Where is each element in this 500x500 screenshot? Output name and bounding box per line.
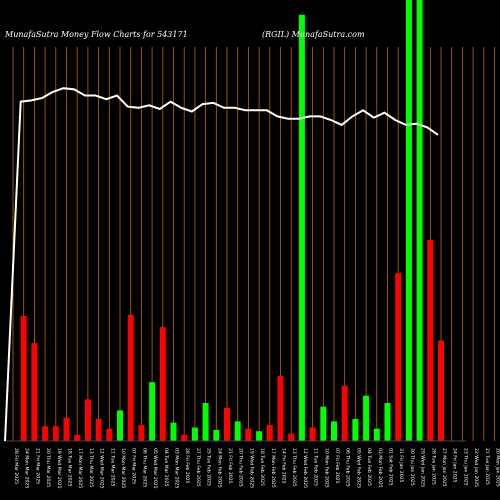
volume-bar <box>427 240 434 441</box>
volume-bar <box>234 421 241 441</box>
x-tick-label: 29 Wed Jan 2025 <box>420 448 426 487</box>
volume-bar <box>95 418 102 441</box>
volume-bar <box>181 434 188 441</box>
volume-bar <box>245 428 252 441</box>
x-tick-label: 03 Mon Mar 2025 <box>174 448 180 488</box>
x-tick-label: 27 Mon Jan 2025 <box>441 448 447 487</box>
volume-bar <box>224 407 230 441</box>
volume-bar <box>277 376 284 441</box>
volume-bar <box>20 316 27 441</box>
x-tick-label: 11 Tue Feb 2025 <box>313 448 319 486</box>
x-tick-label: 06 Thu Feb 2025 <box>345 448 351 487</box>
x-tick-label: 24 Fri Jan 2025 <box>452 448 458 483</box>
volume-bar <box>149 382 156 441</box>
x-tick-label: 20 Thu Mar 2025 <box>45 448 51 487</box>
x-tick-label: 31 Fri Jan 2025 <box>398 448 404 483</box>
volume-bar <box>170 422 177 441</box>
x-tick-label: 19 Wed Feb 2025 <box>248 448 254 488</box>
volume-bar <box>213 429 220 441</box>
volume-bar <box>298 14 305 441</box>
x-tick-label: 13 Thu Feb 2025 <box>291 448 297 487</box>
x-tick-label: 21 Tue Jan 2025 <box>484 448 490 485</box>
volume-bar <box>438 340 444 441</box>
volume-bar <box>341 385 348 441</box>
volume-bar <box>202 403 209 441</box>
volume-bar <box>352 418 359 441</box>
volume-bar <box>84 399 91 441</box>
x-axis-tick-labels: 28 Fri Mar 2025 24 Mon Mar 2025 21 Fri Mar… <box>13 448 500 489</box>
x-tick-label: 10 Mon Feb 2025 <box>323 448 329 488</box>
volume-bar <box>159 327 166 441</box>
x-tick-label: 28 Fri Mar 2025 <box>13 448 19 484</box>
volume-bar <box>266 425 273 441</box>
x-tick-label: 24 Mon Mar 2025 <box>24 448 30 488</box>
volume-bar <box>106 428 113 441</box>
x-tick-label: 10 Mon Mar 2025 <box>120 448 126 488</box>
x-tick-label: 28 Tue Jan 2025 <box>430 448 436 485</box>
volume-bar <box>320 406 327 441</box>
volume-bar <box>363 395 370 441</box>
volume-bar <box>395 273 402 441</box>
x-tick-label: 05 Wed Feb 2025 <box>355 448 361 488</box>
x-tick-label: 17 Mon Mar 2025 <box>77 448 83 488</box>
volume-bar <box>384 403 391 441</box>
x-tick-label: 04 Tue Feb 2025 <box>366 448 372 486</box>
x-tick-label: 18 Tue Feb 2025 <box>259 448 265 486</box>
x-tick-label: 28 Fri Feb 2025 <box>184 448 190 484</box>
chart-title-right: (RGIL) MunafaSutra.com <box>262 30 365 39</box>
volume-bar <box>256 431 263 441</box>
x-tick-label: 12 Wed Mar 2025 <box>99 448 105 489</box>
x-tick-label: 18 Tue Mar 2025 <box>67 448 73 487</box>
x-tick-label: 03 Mon Feb 2025 <box>377 448 383 488</box>
x-tick-label: 12 Wed Feb 2025 <box>302 448 308 488</box>
volume-bar <box>74 434 81 441</box>
x-tick-label: 07 Fri Mar 2025 <box>131 448 137 484</box>
x-tick-label: 25 Tue Feb 2025 <box>206 448 212 486</box>
volume-bar <box>405 0 412 441</box>
x-tick-label: 07 Fri Feb 2025 <box>334 448 340 484</box>
x-tick-label: 23 Thu Jan 2025 <box>462 448 468 486</box>
x-tick-label: 21 Fri Feb 2025 <box>227 448 233 484</box>
volume-bar <box>31 343 38 441</box>
volume-bar <box>373 428 380 441</box>
volume-bar <box>52 426 59 441</box>
x-tick-label: 24 Mon Feb 2025 <box>216 448 222 488</box>
volume-bar <box>138 425 145 441</box>
x-tick-label: 21 Fri Mar 2025 <box>34 448 40 484</box>
x-tick-label: 04 Tue Mar 2025 <box>163 448 169 487</box>
x-tick-label: 20 Mon Jan 2025 <box>495 448 500 487</box>
money-flow-line <box>4 87 439 442</box>
volume-bar <box>63 417 70 441</box>
x-tick-label: 14 Fri Feb 2025 <box>281 448 287 484</box>
x-tick-label: 06 Thu Mar 2025 <box>141 448 147 487</box>
x-tick-label: 01 Sat Feb 2025 <box>388 448 394 486</box>
x-tick-label: 11 Tue Mar 2025 <box>109 448 115 487</box>
x-tick-label: 30 Thu Jan 2025 <box>409 448 415 486</box>
x-tick-label: 27 Thu Feb 2025 <box>195 448 201 487</box>
volume-bar <box>309 427 316 441</box>
x-tick-label: 22 Wed Jan 2025 <box>473 448 479 487</box>
chart-title-left: MunafaSutra Money Flow Charts for 543171 <box>4 30 188 39</box>
volume-bars <box>20 0 444 441</box>
volume-bar <box>416 0 423 441</box>
volume-bar <box>288 433 295 441</box>
x-tick-label: 17 Mon Feb 2025 <box>270 448 276 488</box>
volume-bar <box>117 410 123 441</box>
x-tick-label: 20 Thu Feb 2025 <box>238 448 244 487</box>
x-tick-label: 13 Thu Mar 2025 <box>88 448 94 487</box>
volume-bar <box>191 427 198 441</box>
x-tick-label: 19 Wed Mar 2025 <box>56 448 62 489</box>
volume-bar <box>331 421 337 441</box>
volume-bar <box>42 426 49 441</box>
x-tick-label: 05 Wed Mar 2025 <box>152 448 158 489</box>
volume-bar <box>127 314 134 441</box>
